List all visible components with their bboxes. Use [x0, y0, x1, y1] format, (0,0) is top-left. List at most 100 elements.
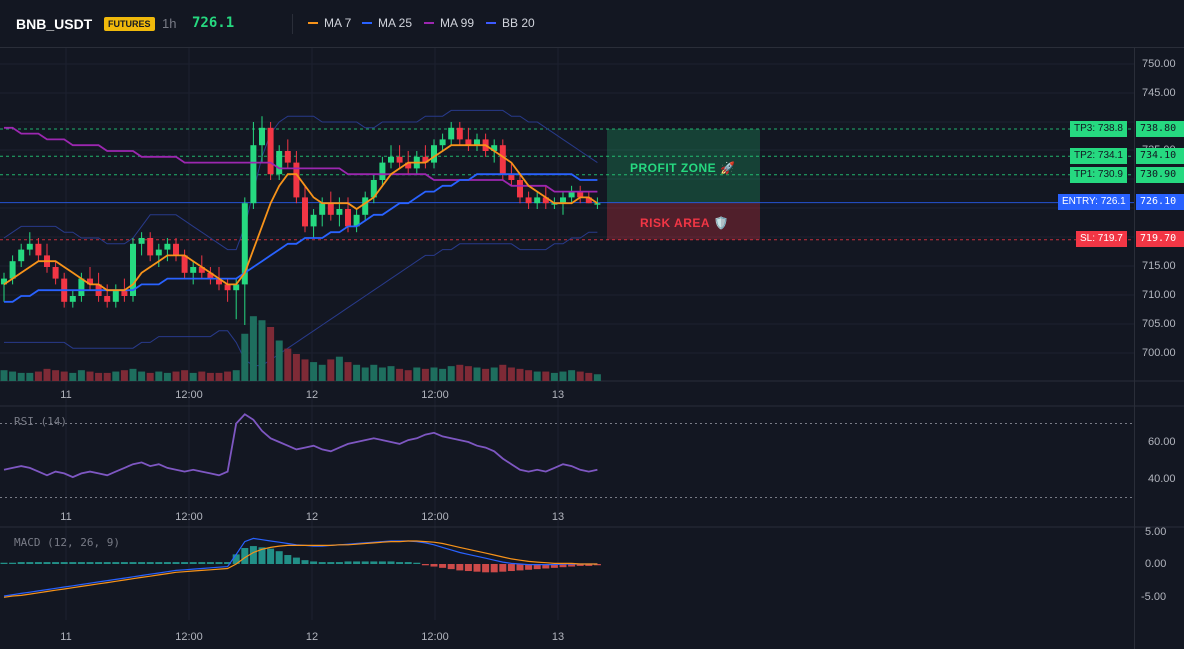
time-tick: 11	[60, 389, 72, 401]
sl-label: SL: 719.7	[1076, 231, 1127, 247]
macd-histogram-bar	[370, 561, 378, 564]
volume-bar	[576, 371, 584, 381]
candle-body	[336, 209, 343, 215]
candle-body	[456, 127, 463, 140]
price-tick: 745.00	[1142, 87, 1176, 99]
candle-body	[241, 203, 248, 285]
macd-tick: 0.00	[1145, 558, 1167, 570]
legend-ma99-label: MA 99	[440, 16, 475, 30]
volume-bar	[430, 367, 438, 381]
rsi-pane	[0, 413, 1134, 498]
macd-histogram-bar	[301, 560, 309, 564]
ma99-line	[4, 126, 598, 193]
volume-bar	[284, 348, 292, 381]
macd-histogram-bar	[95, 562, 103, 564]
candle-body	[542, 197, 549, 204]
candle-body	[577, 191, 584, 198]
candle-body	[69, 296, 76, 302]
candle-body	[216, 278, 222, 285]
macd-histogram-bar	[26, 562, 34, 564]
macd-histogram-bar	[473, 564, 481, 572]
volume-bar	[559, 371, 567, 381]
symbol-name[interactable]: BNB_USDT	[16, 16, 93, 32]
volume-bar	[181, 370, 189, 381]
macd-histogram-bar	[525, 564, 533, 570]
volume-bar	[9, 371, 17, 381]
volume-bar	[103, 372, 111, 381]
legend-bb20[interactable]: BB 20	[486, 16, 535, 30]
macd-histogram-bar	[550, 564, 558, 568]
futures-badge: FUTURES	[104, 17, 155, 31]
profit-zone-box	[607, 128, 760, 203]
macd-histogram-bar	[344, 561, 352, 564]
legend-ma25[interactable]: MA 25	[362, 16, 412, 30]
timeframe-label[interactable]: 1h	[162, 16, 177, 31]
moving-averages	[3, 126, 598, 303]
candle-body	[9, 261, 16, 279]
time-tick: 11	[60, 511, 72, 523]
candle-body	[121, 290, 128, 296]
volume-bar	[86, 371, 94, 381]
candle-body	[534, 197, 541, 204]
ma25-line	[4, 173, 598, 303]
price-axis[interactable]	[1134, 48, 1184, 649]
candle-body	[585, 197, 592, 204]
candle-body	[560, 197, 566, 204]
volume-bar	[138, 371, 146, 381]
volume-bar	[533, 371, 541, 381]
macd-histogram-bar	[292, 557, 300, 564]
volume-bar	[69, 372, 77, 381]
tp2-label: TP2: 734.1	[1070, 148, 1127, 164]
time-tick: 11	[60, 631, 72, 643]
time-tick: 12:00	[421, 389, 449, 401]
candle-body	[293, 162, 300, 198]
volume-bar	[464, 366, 472, 381]
volume-bar	[593, 374, 601, 381]
candle-body	[138, 238, 145, 244]
macd-pane	[0, 537, 601, 598]
macd-histogram-bar	[559, 564, 567, 568]
macd-histogram-bar	[129, 562, 137, 564]
macd-histogram-bar	[318, 562, 326, 564]
candle-body	[87, 278, 93, 285]
volume-bar	[542, 371, 550, 381]
entry-price: 726.10	[1136, 194, 1184, 210]
volume-bar	[404, 370, 412, 381]
risk-area-box	[607, 202, 760, 240]
time-tick: 12:00	[421, 511, 449, 523]
bollinger-bands	[3, 109, 598, 367]
candle-body	[1, 278, 7, 285]
volume-bar	[77, 370, 85, 381]
macd-histogram-bar	[249, 546, 257, 564]
macd-histogram-bar	[0, 562, 8, 564]
candle-body	[525, 197, 532, 204]
volume-bar	[490, 367, 498, 381]
candle-body	[155, 249, 162, 256]
candle-body	[439, 139, 446, 146]
candle-body	[104, 296, 111, 302]
time-tick: 12:00	[175, 511, 203, 523]
volume-bar	[172, 371, 180, 381]
volume-bar	[344, 362, 352, 381]
candle-body	[319, 203, 326, 215]
macd-histogram-bar	[258, 547, 266, 564]
macd-histogram-bar	[507, 564, 515, 572]
legend-ma99[interactable]: MA 99	[424, 16, 474, 30]
macd-histogram-bar	[421, 564, 429, 566]
macd-histogram-bar	[112, 562, 120, 564]
volume-bar	[189, 372, 197, 381]
legend-ma7[interactable]: MA 7	[308, 16, 351, 30]
macd-histogram-bar	[86, 562, 94, 564]
macd-histogram-bar	[456, 564, 464, 571]
volume-bar	[447, 366, 455, 381]
entry-label: ENTRY: 726.1	[1058, 194, 1130, 210]
macd-histogram-bar	[430, 564, 438, 567]
rsi-tick: 40.00	[1148, 473, 1176, 485]
volume-bar	[206, 372, 214, 381]
candle-body	[181, 255, 188, 273]
candle-body	[594, 203, 601, 205]
time-tick: 12	[305, 631, 319, 643]
volume-bar	[568, 370, 576, 381]
macd-histogram-bar	[241, 548, 249, 564]
